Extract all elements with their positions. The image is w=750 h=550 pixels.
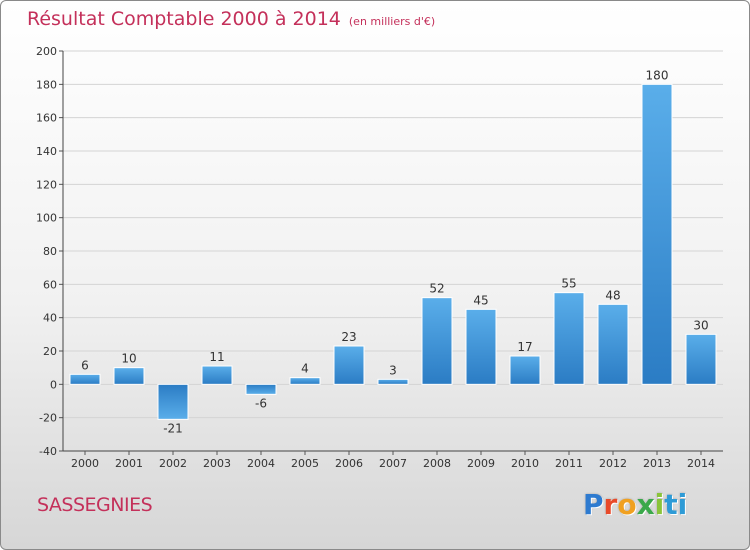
bar-2006 xyxy=(333,345,365,385)
bar-value-label: 55 xyxy=(561,277,576,291)
chart-subtitle: (en milliers d'€) xyxy=(348,15,436,28)
y-tick-label: 60 xyxy=(43,278,57,291)
x-tick-label: 2003 xyxy=(203,457,231,470)
bar-value-label: 52 xyxy=(429,282,444,296)
logo-letter-6: ti xyxy=(664,488,688,521)
y-tick-label: 200 xyxy=(36,45,57,58)
bar-value-label: 4 xyxy=(301,362,309,376)
y-tick-label: 40 xyxy=(43,312,57,325)
bar-2009 xyxy=(465,308,497,385)
bar-value-label: 45 xyxy=(473,293,488,307)
x-tick-label: 2004 xyxy=(247,457,275,470)
logo-letter-4: x xyxy=(636,488,655,521)
y-tick-label: -20 xyxy=(39,412,57,425)
bar-2008 xyxy=(421,297,453,385)
bar-2012 xyxy=(597,303,629,385)
x-tick-label: 2001 xyxy=(115,457,143,470)
commune-name: SASSEGNIES xyxy=(37,494,153,516)
bar-value-label: 6 xyxy=(81,358,89,372)
x-tick-label: 2013 xyxy=(643,457,671,470)
y-tick-label: 120 xyxy=(36,178,57,191)
bars xyxy=(69,83,717,420)
logo-letter-2: r xyxy=(603,488,618,521)
data-labels: 6 10 -21 11 -6 4 23 3 52 45 17 55 48 180 30 xyxy=(81,68,708,435)
bar-2005 xyxy=(289,377,321,385)
bar-value-label: 3 xyxy=(389,363,397,377)
y-tick-label: 100 xyxy=(36,212,57,225)
y-tick-label: 180 xyxy=(36,78,57,91)
y-tick-label: 160 xyxy=(36,112,57,125)
x-tick-label: 2007 xyxy=(379,457,407,470)
logo-letter-5: i xyxy=(654,488,665,521)
bar-value-label: 48 xyxy=(605,288,620,302)
bar-2014 xyxy=(685,333,717,385)
bar-value-label: -6 xyxy=(255,396,267,410)
bar-value-label: 23 xyxy=(341,330,356,344)
proxiti-logo: Proxiti xyxy=(583,488,687,521)
y-tick-label: -40 xyxy=(39,445,57,458)
bar-2011 xyxy=(553,292,585,385)
x-tick-label: 2002 xyxy=(159,457,187,470)
bar-2001 xyxy=(113,367,145,385)
chart-title: Résultat Comptable 2000 à 2014 (en millie… xyxy=(27,8,435,30)
x-tick-label: 2011 xyxy=(555,457,583,470)
bar-2000 xyxy=(69,373,101,385)
bar-2004 xyxy=(245,383,277,395)
y-tick-label: 80 xyxy=(43,245,57,258)
x-tick-label: 2009 xyxy=(467,457,495,470)
bar-value-label: 10 xyxy=(121,352,136,366)
x-tick-label: 2010 xyxy=(511,457,539,470)
y-tick-label: 0 xyxy=(50,378,57,391)
bar-value-label: 30 xyxy=(693,318,708,332)
logo-letter-3: o xyxy=(617,488,637,521)
bar-value-label: 180 xyxy=(646,68,669,82)
chart-title-text: Résultat Comptable 2000 à 2014 xyxy=(27,8,341,30)
bar-value-label: 17 xyxy=(517,340,532,354)
x-tick-label: 2006 xyxy=(335,457,363,470)
x-tick-label: 2008 xyxy=(423,457,451,470)
axes: -40 -20 0 20 40 60 80 100 120 140 160 180 200 2000 200… xyxy=(36,45,723,470)
logo-letter-1: P xyxy=(583,488,604,521)
y-tick-label: 140 xyxy=(36,145,57,158)
x-tick-label: 2012 xyxy=(599,457,627,470)
bar-value-label: -21 xyxy=(163,421,183,435)
x-tick-label: 2005 xyxy=(291,457,319,470)
x-tick-label: 2000 xyxy=(71,457,99,470)
bar-2010 xyxy=(509,355,541,385)
bar-2013 xyxy=(641,83,673,385)
x-tick-label: 2014 xyxy=(687,457,715,470)
y-tick-label: 20 xyxy=(43,345,57,358)
bar-2003 xyxy=(201,365,233,385)
bar-value-label: 11 xyxy=(209,350,224,364)
bar-2002 xyxy=(157,383,189,420)
bar-2007 xyxy=(377,378,409,385)
